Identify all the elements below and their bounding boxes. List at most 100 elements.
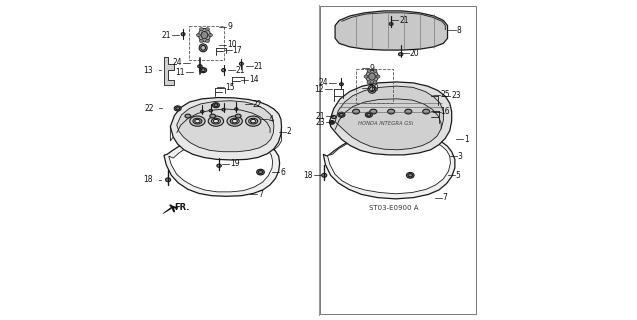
Text: 2: 2	[287, 127, 291, 136]
Ellipse shape	[201, 31, 208, 39]
Text: 24: 24	[173, 58, 182, 67]
Bar	[356, 69, 393, 103]
Text: 16: 16	[441, 107, 450, 116]
Ellipse shape	[174, 106, 181, 111]
Ellipse shape	[373, 81, 377, 84]
Text: 10: 10	[369, 84, 379, 93]
Bar	[189, 26, 224, 60]
Text: 21: 21	[162, 31, 171, 40]
Ellipse shape	[364, 75, 368, 78]
Polygon shape	[324, 132, 455, 199]
Ellipse shape	[212, 103, 219, 108]
Ellipse shape	[389, 22, 393, 25]
Text: HONDA INTEGRA GSi: HONDA INTEGRA GSi	[358, 121, 413, 126]
Ellipse shape	[206, 28, 210, 31]
Ellipse shape	[190, 116, 205, 126]
Ellipse shape	[369, 73, 375, 80]
Ellipse shape	[370, 109, 377, 114]
Ellipse shape	[208, 116, 224, 126]
Text: 22: 22	[252, 100, 262, 109]
Polygon shape	[164, 57, 175, 85]
Ellipse shape	[367, 69, 371, 72]
Text: 19: 19	[230, 159, 240, 168]
Ellipse shape	[405, 109, 412, 114]
Text: 7: 7	[258, 190, 263, 199]
Text: 25: 25	[441, 90, 450, 99]
Ellipse shape	[201, 110, 204, 113]
Text: 23: 23	[452, 91, 461, 100]
Text: 12: 12	[315, 85, 324, 94]
Text: 3: 3	[458, 152, 462, 161]
Ellipse shape	[185, 114, 190, 118]
Ellipse shape	[210, 114, 215, 118]
Ellipse shape	[166, 178, 171, 182]
Text: 15: 15	[225, 83, 235, 92]
Ellipse shape	[209, 109, 212, 112]
Ellipse shape	[222, 108, 225, 111]
Text: 21: 21	[236, 66, 245, 75]
Text: 21: 21	[399, 16, 408, 25]
Ellipse shape	[222, 68, 225, 72]
Ellipse shape	[181, 33, 185, 36]
Ellipse shape	[366, 112, 373, 117]
Ellipse shape	[388, 109, 395, 114]
Polygon shape	[327, 134, 450, 194]
Text: 17: 17	[233, 45, 242, 55]
Ellipse shape	[199, 28, 203, 31]
Ellipse shape	[367, 81, 371, 84]
Text: 7: 7	[443, 193, 448, 202]
Ellipse shape	[399, 52, 403, 56]
Text: 22: 22	[144, 104, 154, 113]
Polygon shape	[335, 11, 448, 50]
Text: 11: 11	[175, 68, 185, 77]
Ellipse shape	[373, 69, 377, 72]
Ellipse shape	[423, 109, 430, 114]
Ellipse shape	[199, 44, 207, 52]
Text: ST03-E0900 A: ST03-E0900 A	[369, 205, 418, 212]
Ellipse shape	[208, 34, 212, 37]
Text: 1: 1	[464, 135, 469, 144]
Text: 8: 8	[457, 26, 461, 35]
Ellipse shape	[245, 116, 261, 126]
Ellipse shape	[227, 116, 242, 126]
Ellipse shape	[332, 116, 336, 119]
Text: FR.: FR.	[175, 203, 190, 212]
Polygon shape	[169, 140, 273, 192]
Ellipse shape	[234, 108, 238, 110]
Ellipse shape	[322, 173, 327, 177]
Ellipse shape	[376, 75, 380, 78]
Polygon shape	[330, 82, 452, 155]
Text: 23: 23	[315, 118, 325, 127]
Text: 20: 20	[410, 49, 420, 58]
Ellipse shape	[206, 39, 210, 43]
Ellipse shape	[217, 164, 221, 167]
Ellipse shape	[248, 118, 257, 124]
Polygon shape	[170, 98, 282, 160]
Ellipse shape	[193, 118, 202, 124]
Ellipse shape	[366, 70, 378, 83]
Text: 13: 13	[143, 66, 153, 75]
Ellipse shape	[368, 85, 376, 93]
Text: 9: 9	[369, 64, 375, 73]
Text: 4: 4	[268, 115, 273, 124]
Text: 18: 18	[143, 175, 153, 184]
Polygon shape	[163, 207, 172, 213]
Text: 24: 24	[318, 78, 328, 87]
Bar	[320, 6, 476, 314]
Text: 5: 5	[455, 171, 461, 180]
Ellipse shape	[406, 172, 414, 178]
Ellipse shape	[329, 121, 334, 124]
Text: 6: 6	[280, 168, 285, 177]
Ellipse shape	[353, 109, 360, 114]
Ellipse shape	[198, 28, 210, 42]
Polygon shape	[335, 86, 443, 150]
Text: 10: 10	[227, 40, 237, 49]
Text: 21: 21	[254, 61, 263, 70]
Ellipse shape	[235, 114, 241, 118]
Ellipse shape	[240, 62, 243, 65]
Polygon shape	[176, 101, 274, 152]
Ellipse shape	[257, 169, 264, 175]
Ellipse shape	[199, 68, 206, 73]
Text: 14: 14	[249, 75, 259, 84]
Ellipse shape	[199, 39, 203, 43]
